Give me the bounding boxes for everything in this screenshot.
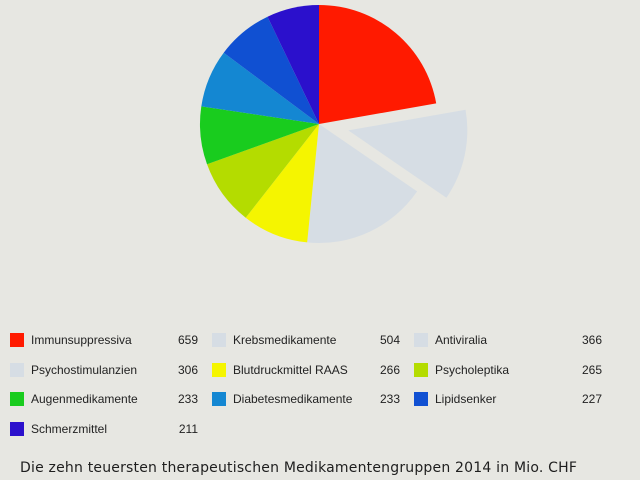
pie-svg (200, 5, 468, 243)
legend-value: 211 (178, 421, 198, 436)
legend-value: 227 (581, 392, 602, 406)
pie-slice-diabetesmedikamente (201, 52, 319, 124)
pie-slice-immunsuppressiva (319, 5, 437, 124)
legend-item: Immunsuppressiva 659 (10, 330, 198, 350)
legend-value: 266 (379, 362, 400, 377)
legend-swatch (414, 392, 428, 406)
legend-swatch (10, 333, 24, 347)
legend-item: Antiviralia 366 (414, 330, 602, 350)
legend-item: Lipidsenker 227 (414, 389, 602, 409)
legend-label: Lipidsenker (435, 392, 497, 406)
legend-label: Antiviralia (435, 333, 488, 347)
legend-label: Psycholeptika (435, 362, 510, 377)
pie-slice-psycholeptika (207, 124, 319, 218)
legend-item: Schmerzmittel 211 (10, 419, 198, 439)
legend-item: Krebsmedikamente 504 (212, 330, 400, 350)
pie-slice-schmerzmittel (267, 5, 319, 124)
legend-value: 504 (379, 333, 400, 347)
caption-bar (0, 454, 640, 480)
legend-value: 659 (177, 333, 198, 347)
legend-value: 366 (581, 333, 602, 347)
legend-swatch (212, 362, 226, 377)
pie-slice-krebsmedikamente (307, 124, 418, 243)
legend-value: 265 (581, 362, 602, 377)
legend-swatch (414, 362, 428, 377)
legend-item: Augenmedikamente 233 (10, 389, 198, 409)
legend-swatch (212, 333, 226, 347)
legend-swatch (10, 392, 24, 406)
pie-slice-augenmedikamente (200, 106, 319, 165)
legend-item: Psycholeptika 265 (414, 360, 602, 380)
legend-label: Krebsmedikamente (233, 333, 337, 347)
legend-value: 233 (379, 392, 400, 406)
legend-label: Immunsuppressiva (31, 333, 132, 347)
pie-slice-antiviralia (348, 109, 468, 198)
legend-swatch (212, 392, 226, 406)
legend-swatch (10, 362, 24, 377)
legend-value: 306 (177, 362, 198, 377)
legend-label: Schmerzmittel (31, 421, 108, 436)
legend-item: Blutdruckmittel RAAS 266 (212, 360, 400, 380)
legend-label: Augenmedikamente (31, 392, 138, 406)
pie-chart (200, 5, 468, 243)
legend-label: Blutdruckmittel RAAS (233, 362, 348, 377)
pie-slice-lipidsenker (223, 16, 319, 124)
pie-slice-blutdruckmittel-raas (245, 124, 319, 243)
legend-label: Psychostimulanzien (31, 362, 138, 377)
legend-item: Diabetesmedikamente 233 (212, 389, 400, 409)
legend-item: Psychostimulanzien 306 (10, 360, 198, 380)
legend-label: Diabetesmedikamente (233, 392, 353, 406)
legend-swatch (414, 333, 428, 347)
legend-value: 233 (177, 392, 198, 406)
legend-swatch (10, 421, 24, 436)
chart-title: Die zehn teuersten therapeutischen Medik… (20, 460, 578, 476)
